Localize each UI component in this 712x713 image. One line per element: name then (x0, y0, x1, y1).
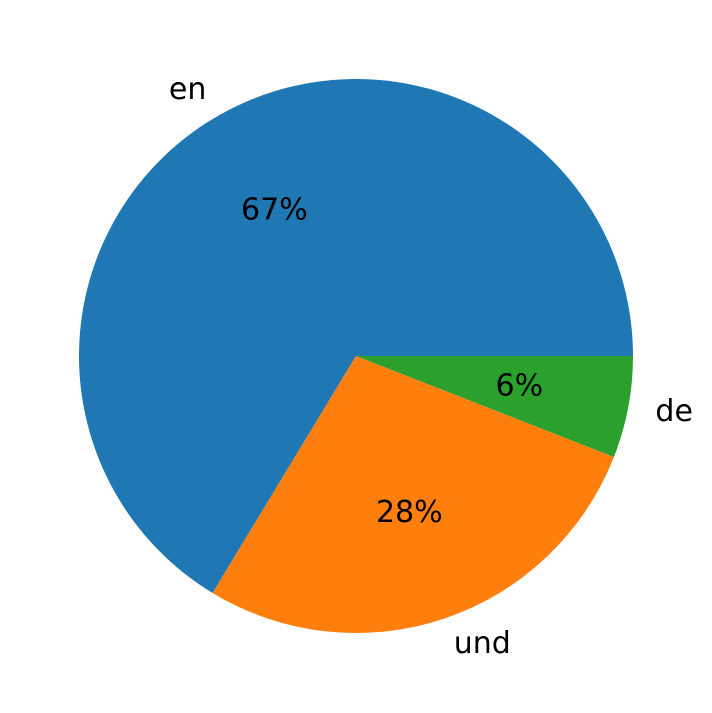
percent-label: 6% (496, 368, 544, 403)
percent-label: 28% (376, 495, 443, 530)
slice-label: de (655, 394, 693, 429)
pie-slice (79, 78, 633, 593)
pie-slice (212, 356, 614, 633)
percent-label: 67% (241, 193, 308, 228)
pie-slice (356, 356, 633, 458)
slice-label: en (169, 72, 206, 107)
slice-label: und (454, 626, 511, 661)
